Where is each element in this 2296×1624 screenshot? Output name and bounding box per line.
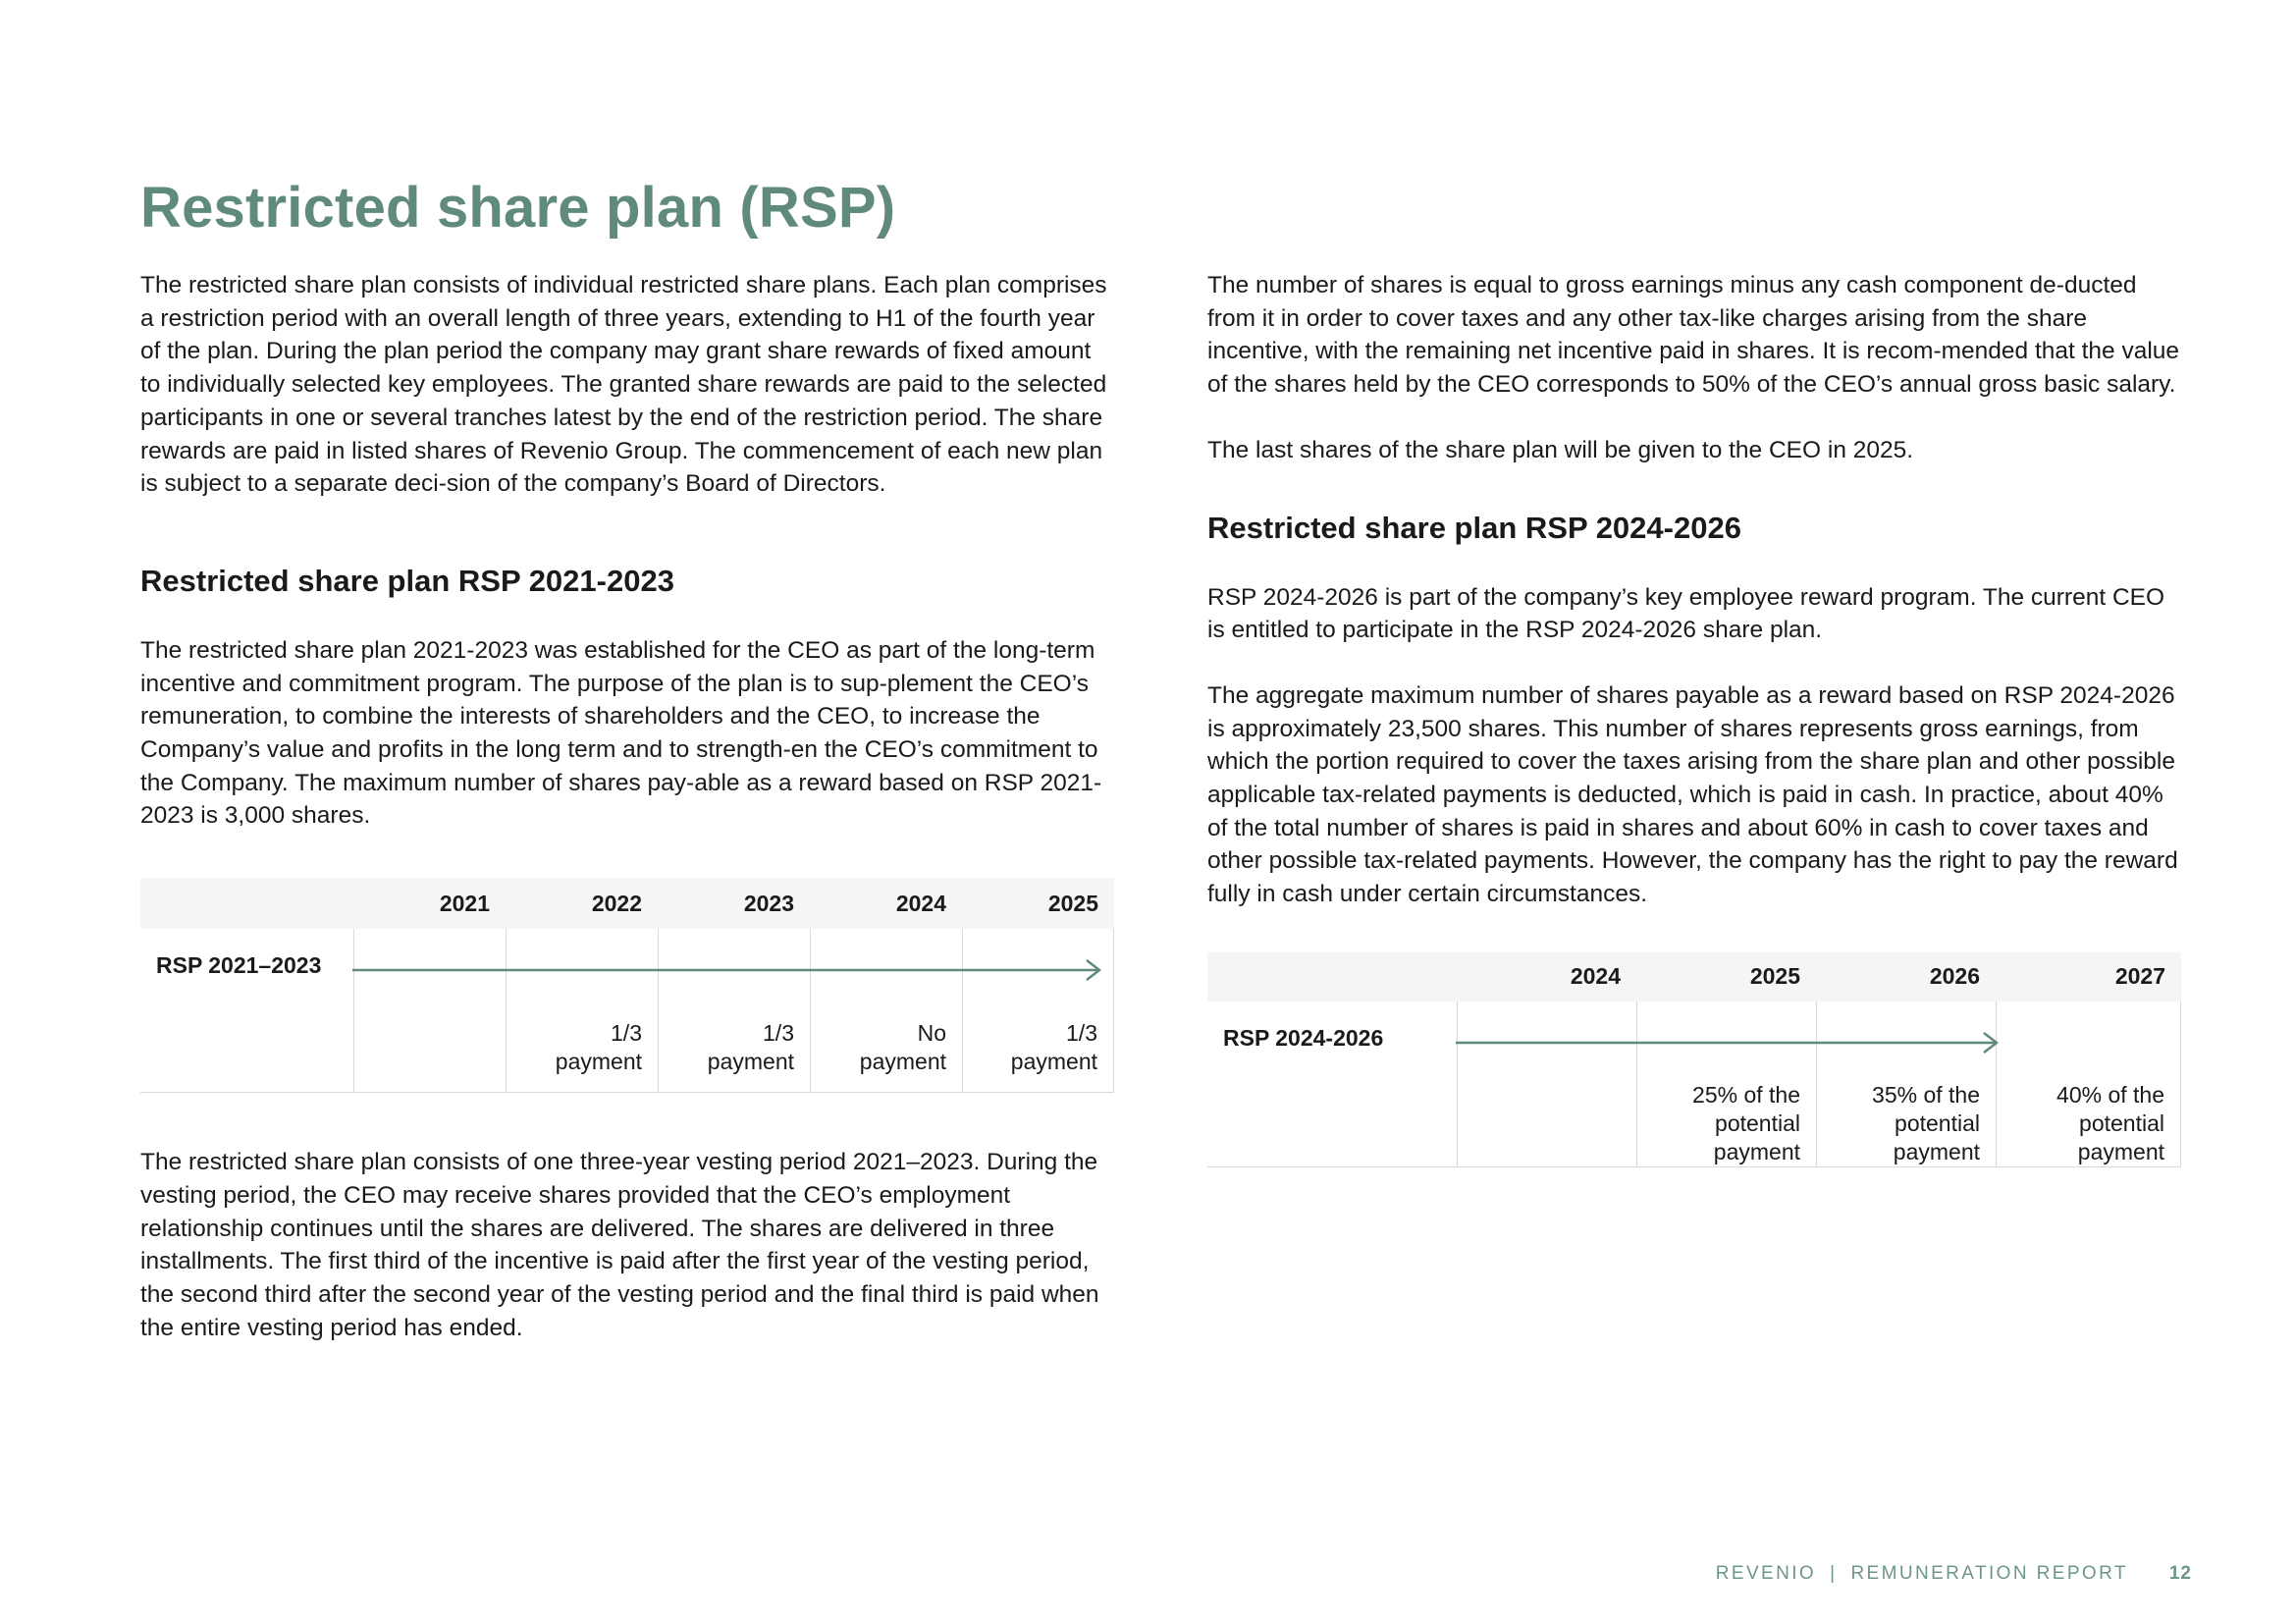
rsp-2024-2026-timeline-table: 2024 2025 2026 2027 RSP 2024-2026 25% of… [1207,951,2181,1167]
rsp-2021-2023-timeline-table: 2021 2022 2023 2024 2025 RSP 2021–2023 1… [140,878,1114,1094]
year-header: 2024 [895,890,946,916]
rsp-2024-2026-description: The aggregate maximum number of shares p… [1207,681,2178,908]
year-header: 2027 [2114,963,2165,990]
vesting-arrow-icon [352,959,1102,982]
payment-cell: No payment [810,929,962,1093]
year-header: 2026 [1929,963,1980,990]
payment-cell: 1/3 payment [658,929,810,1093]
payment-cell: 25% of the potential payment [1636,1001,1816,1166]
vesting-arrow-icon [1456,1031,2000,1054]
footer-brand: REVENIO [1715,1563,1817,1584]
right-column: The number of shares is equal to gross e… [1207,269,2181,1167]
rsp-2024-2026-intro: RSP 2024-2026 is part of the company’s k… [1207,583,2165,644]
payment-cell: 1/3 payment [506,929,658,1093]
rsp-2021-2023-vesting-paragraph: The restricted share plan consists of on… [140,1149,1099,1341]
footer-report-name: REMUNERATION REPORT [1850,1563,2128,1584]
section-heading-rsp-2021-2023: Restricted share plan RSP 2021-2023 [140,563,674,598]
page-title: Restricted share plan (RSP) [140,176,896,240]
rsp-2021-2023-description: The restricted share plan 2021-2023 was … [140,636,1102,830]
timeline-body-row: RSP 2024-2026 25% of the potential payment… [1207,1001,2181,1166]
year-header: 2023 [743,890,794,916]
timeline-header-row: 2021 2022 2023 2024 2025 [140,878,1114,930]
payment-cell: 1/3 payment [962,929,1114,1093]
intro-paragraph: The restricted share plan consists of in… [140,272,1107,498]
year-header: 2021 [439,890,490,916]
page-number: 12 [2168,1563,2192,1584]
share-count-paragraph: The number of shares is equal to gross e… [1207,272,2180,399]
timeline-header-row: 2024 2025 2026 2027 [1207,951,2181,1001]
year-header: 2025 [1047,890,1098,916]
payment-cell: 35% of the potential payment [1816,1001,1996,1166]
payment-cell [1457,1001,1636,1166]
left-column: The restricted share plan consists of in… [140,269,1114,1344]
payment-cell: 40% of the potential payment [1996,1001,2181,1166]
payment-cell [353,929,506,1093]
year-header: 2022 [591,890,642,916]
timeline-body-row: RSP 2021–2023 1/3 payment 1/3 payment No pa… [140,929,1114,1093]
year-header: 2025 [1749,963,1800,990]
timeline-row-label: RSP 2021–2023 [156,952,322,979]
footer-separator: | [1830,1563,1838,1584]
section-heading-rsp-2024-2026: Restricted share plan RSP 2024-2026 [1207,510,1741,545]
page-footer: REVENIO | REMUNERATION REPORT 12 [1716,1563,2192,1585]
last-shares-paragraph: The last shares of the share plan will b… [1207,436,1914,463]
timeline-row-label: RSP 2024-2026 [1223,1024,1384,1051]
year-header: 2024 [1570,963,1621,990]
